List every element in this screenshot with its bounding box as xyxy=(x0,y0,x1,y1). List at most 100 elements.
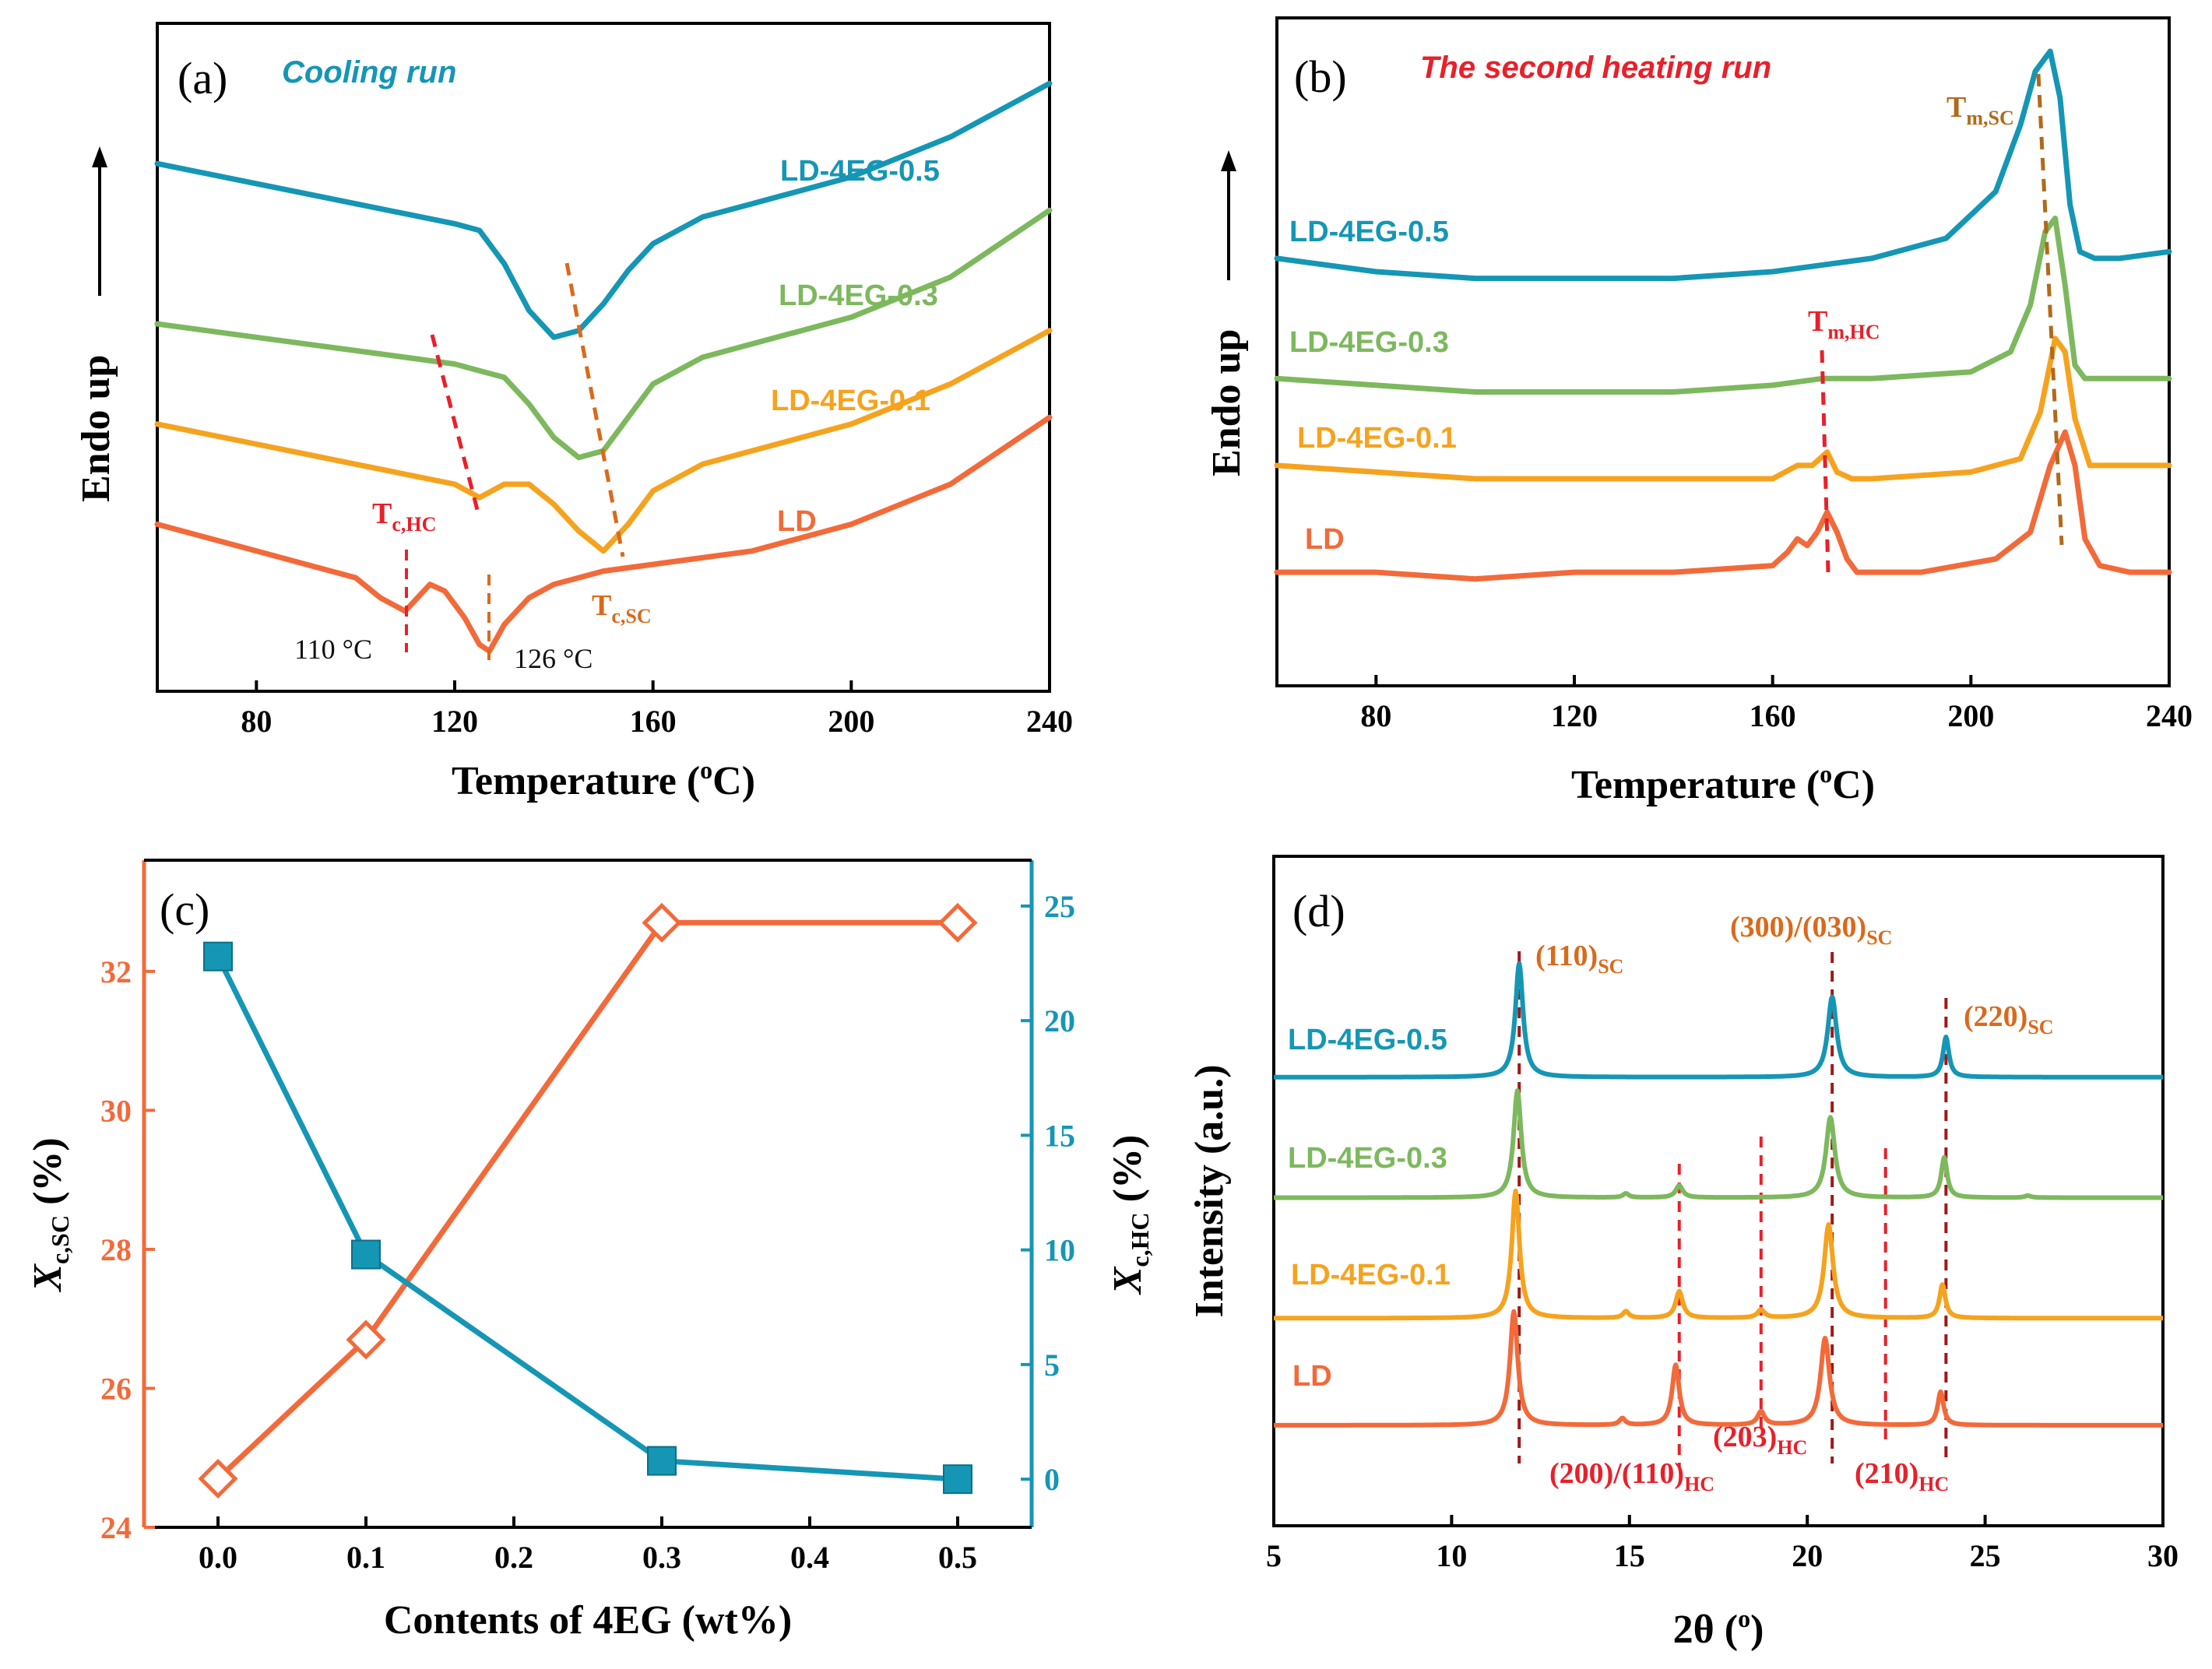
panel-d-series-line xyxy=(1272,1088,2165,1200)
panel-a-tc-hc-label: Tc,HC xyxy=(372,497,436,536)
panel-a-label-ld: LD xyxy=(777,505,817,538)
panel-c-x-tick-label: 0.2 xyxy=(494,1540,533,1575)
panel-d-x-tick-label: 15 xyxy=(1614,1538,1645,1573)
panel-c-left-tick-label: 30 xyxy=(100,1093,132,1128)
panel-b-series xyxy=(1274,48,2172,582)
panel-c-x-tick-label: 0.5 xyxy=(938,1540,977,1575)
panel-d-label-eg01: LD-4EG-0.1 xyxy=(1291,1259,1451,1291)
panel-c-right-tick-label: 0 xyxy=(1044,1462,1060,1497)
panel-b-series-line xyxy=(1274,48,2172,282)
panel-a-label: (a) xyxy=(178,53,227,104)
panel-d-refl-300sc: (300)/(030)SC xyxy=(1730,911,1892,949)
panel-a-x-ticks: 80 120 160 200 240 xyxy=(241,680,1073,739)
panel-b-x-tick-label: 200 xyxy=(1947,698,1994,733)
panel-c-square-marker xyxy=(203,941,233,972)
panel-d-x-tick-label: 10 xyxy=(1436,1538,1467,1573)
panel-d-label-eg05: LD-4EG-0.5 xyxy=(1288,1024,1447,1056)
panel-b-x-tick-label: 80 xyxy=(1360,698,1391,733)
panel-c-diamond-marker xyxy=(346,1319,386,1360)
panel-c-x-tick-label: 0.1 xyxy=(346,1540,385,1575)
panel-a-tc-hc-dash xyxy=(430,334,480,511)
panel-c-right-axis-label: Xc,HC (%) xyxy=(1106,1135,1154,1296)
panel-d-x-tick-label: 20 xyxy=(1792,1538,1823,1573)
panel-d-series-line xyxy=(1272,961,2165,1080)
panel-a-tc-sc-dash xyxy=(564,262,625,557)
panel-a-y-axis-label: Endo up xyxy=(74,355,118,502)
panel-c-left-tick-label: 28 xyxy=(100,1232,132,1267)
panel-b-second-heating-run: (b) The second heating run 80 120 160 200 24… xyxy=(1204,16,2193,807)
panel-a-126-label: 126 °C xyxy=(514,643,593,674)
panel-c-series xyxy=(198,902,978,1499)
panel-a-x-tick-label: 160 xyxy=(630,704,677,739)
panel-c-left-axis-label: Xc,SC (%) xyxy=(26,1137,74,1292)
panel-a-cooling-run: (a) Cooling run 80 120 160 200 240 Tc,HC Tc,… xyxy=(74,22,1073,803)
panel-c-diamond-marker xyxy=(198,1458,238,1499)
panel-c-x-tick-label: 0.4 xyxy=(790,1540,829,1575)
panel-c-x-tick-label: 0.3 xyxy=(642,1540,681,1575)
panel-c-label: (c) xyxy=(160,884,209,935)
panel-c-diamond-marker xyxy=(642,902,682,943)
panel-d-x-tick-label: 5 xyxy=(1266,1538,1282,1573)
panel-c-right-tick-label: 15 xyxy=(1044,1118,1075,1153)
panel-d-x-ticks: 5 10 15 20 25 30 xyxy=(1266,1515,2179,1573)
panel-b-x-ticks: 80 120 160 200 240 xyxy=(1360,675,2193,733)
panel-d-refl-200hc: (200)/(110)HC xyxy=(1549,1457,1714,1495)
panel-c-right-tick-label: 5 xyxy=(1044,1347,1060,1383)
panel-b-x-tick-label: 240 xyxy=(2146,698,2193,733)
panel-b-tm-sc-label: Tm,SC xyxy=(1946,91,2014,129)
panel-c-diamond-marker xyxy=(937,902,978,943)
panel-c-series-line xyxy=(215,955,958,1482)
panel-b-label: (b) xyxy=(1294,51,1347,102)
panel-d-series-line xyxy=(1272,1188,2165,1321)
panel-d-xrd: (d) 5 10 15 20 25 30 (110)SC (300)/(030)SC (2… xyxy=(1187,855,2179,1652)
panel-a-series-line xyxy=(154,328,1053,554)
panel-c-right-tick-label: 20 xyxy=(1044,1003,1075,1038)
panel-b-series-line xyxy=(1274,215,2172,395)
panel-b-label-ld: LD xyxy=(1305,523,1345,556)
panel-d-reflection-lines xyxy=(1517,951,1948,1467)
panel-a-label-eg01: LD-4EG-0.1 xyxy=(771,385,930,417)
panel-c-left-tick-label: 32 xyxy=(100,954,132,989)
panel-a-y-arrow-icon xyxy=(92,146,107,167)
panel-b-y-arrow-icon xyxy=(1221,150,1236,171)
panel-a-y-axis: Endo up xyxy=(74,146,118,502)
panel-c-left-tick-label: 24 xyxy=(100,1510,132,1545)
panel-a-x-tick-label: 200 xyxy=(828,704,874,739)
panel-c-square-marker xyxy=(351,1239,381,1270)
panel-d-series-line xyxy=(1272,1309,2165,1428)
panel-b-run-title: The second heating run xyxy=(1420,51,1771,85)
panel-c-left-tick-label: 26 xyxy=(100,1371,132,1406)
panel-c-square-marker xyxy=(943,1464,972,1495)
panel-b-label-eg05: LD-4EG-0.5 xyxy=(1289,216,1449,248)
panel-c-crystallinity: (c) 0.0 0.1 0.2 0.3 0.4 0.5 24 26 28 30 32 0 5 10 15 20… xyxy=(26,859,1154,1643)
panel-b-series-line xyxy=(1274,336,2172,482)
panel-d-x-tick-label: 25 xyxy=(1970,1538,2001,1573)
panel-d-series xyxy=(1272,961,2165,1428)
panel-d-x-axis-label: 2θ (o) xyxy=(1673,1604,1764,1652)
panel-b-tm-hc-dash xyxy=(1820,350,1830,573)
panel-b-tm-sc-dash xyxy=(2036,73,2064,546)
panel-a-x-tick-label: 80 xyxy=(241,704,272,739)
panel-b-frame xyxy=(1275,16,2171,687)
panel-d-label-eg03: LD-4EG-0.3 xyxy=(1288,1142,1447,1175)
panel-d-x-tick-label: 30 xyxy=(2147,1538,2179,1573)
panel-d-y-axis-label: Intensity (a.u.) xyxy=(1187,1064,1232,1317)
panel-c-series-line xyxy=(216,919,958,1481)
panel-a-x-tick-label: 120 xyxy=(431,704,478,739)
panel-c-square-marker xyxy=(647,1446,677,1476)
panel-a-frame xyxy=(156,22,1051,693)
panel-b-x-tick-label: 120 xyxy=(1551,698,1598,733)
panel-b-series-line xyxy=(1274,429,2172,582)
panel-a-label-eg05: LD-4EG-0.5 xyxy=(780,155,940,188)
panel-c-x-axis-label: Contents of 4EG (wt%) xyxy=(384,1598,792,1643)
panel-a-x-tick-label: 240 xyxy=(1026,704,1073,739)
panel-a-series-line xyxy=(154,207,1053,461)
panel-a-tc-sc-label: Tc,SC xyxy=(592,589,652,627)
panel-a-run-title: Cooling run xyxy=(282,55,456,90)
panel-a-x-axis-label: Temperature (oC) xyxy=(452,756,755,803)
panel-a-110-label: 110 °C xyxy=(294,634,372,665)
panel-b-tm-hc-label: Tm,HC xyxy=(1808,305,1880,343)
panel-d-frame xyxy=(1272,855,2165,1527)
panel-d-refl-210hc: (210)HC xyxy=(1855,1457,1949,1495)
